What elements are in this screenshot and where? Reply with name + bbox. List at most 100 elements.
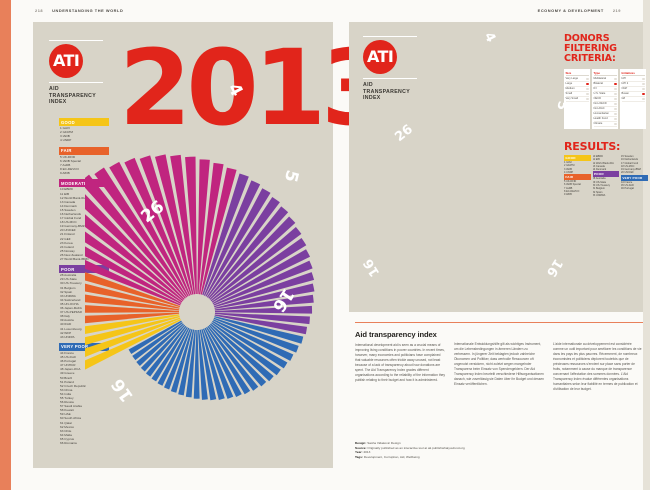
filter-option[interactable]: Climate	[593, 122, 617, 128]
legend-group-very-poor: VERY POOR 44 France 45 US-DoD 46 Portugal 47…	[59, 342, 109, 446]
chart-spoke	[85, 174, 186, 299]
filter-dot-icon[interactable]	[642, 98, 645, 101]
legend-item: 2 GFATM	[60, 130, 74, 135]
filter-dot-icon[interactable]	[586, 78, 589, 81]
chart-spoke	[199, 329, 217, 401]
caption-title: Aid transparency index	[355, 330, 437, 340]
page-number-right: 219	[612, 8, 621, 13]
filter-option[interactable]: IATI	[621, 77, 645, 83]
chart-spoke	[157, 327, 190, 386]
results-title: RESULTS:	[564, 140, 621, 153]
legend-item: 8 EC-DEVCO	[60, 167, 79, 172]
chart-spoke	[85, 231, 183, 303]
filter-dot-icon[interactable]	[614, 78, 617, 81]
filter-option[interactable]: OGP	[621, 87, 645, 93]
chart-spoke	[208, 324, 267, 387]
chart-spoke	[204, 327, 242, 397]
filter-dot-icon[interactable]	[614, 93, 617, 96]
legend-item: 44 France	[60, 350, 74, 355]
chart-spoke	[140, 324, 186, 372]
logo-rule-mid-r	[363, 78, 417, 80]
legend-item: 63 Chile	[60, 428, 72, 433]
chart-spoke	[202, 173, 249, 296]
legend-item: 66 Romania	[60, 441, 77, 446]
filter-dot-icon[interactable]	[586, 93, 589, 96]
running-head-right: ECONOMY & DEVELOPMENT 219	[538, 8, 621, 13]
legend-item: 31 Belgium	[60, 285, 76, 290]
filter-option[interactable]: Non-DAC	[593, 107, 617, 113]
legend-item: 49 Greece	[60, 371, 75, 376]
results-item: 8 EC-DEVCO	[564, 190, 580, 194]
filter-option[interactable]: Large	[565, 82, 589, 88]
filter-option-label: IATI	[621, 77, 627, 81]
filter-option[interactable]: U.S. State	[593, 92, 617, 98]
legend-item: 37 US-PEPFAR	[60, 310, 82, 315]
chart-spoke	[170, 329, 193, 393]
filter-dot-icon[interactable]	[614, 108, 617, 111]
legend-item: 42 WFP	[60, 330, 72, 335]
filter-column-type: Type Multilateral Bilateral IFI U.S. State OE…	[592, 69, 618, 130]
wheel-label-very-poor-outline: 26	[392, 122, 416, 145]
filter-dot-icon[interactable]	[614, 103, 617, 106]
filter-column-initiatives: Initiatives IATI IATI 2 OGP Busan G8	[620, 69, 646, 130]
filter-dot-icon[interactable]	[586, 98, 589, 101]
results-group-label: VERY POOR	[621, 174, 648, 181]
filter-option[interactable]: OECD	[593, 97, 617, 103]
filter-option[interactable]: Multilateral	[593, 77, 617, 83]
filter-option[interactable]: G8	[621, 97, 645, 103]
chart-spoke	[198, 162, 224, 295]
filter-option-label: OGP	[621, 87, 628, 91]
filter-dot-icon[interactable]	[614, 113, 617, 116]
filter-dot-selected-icon[interactable]	[614, 83, 617, 86]
filter-dot-icon[interactable]	[642, 78, 645, 81]
chart-spoke	[132, 322, 183, 361]
filter-dot-icon[interactable]	[642, 88, 645, 91]
legend-item: 46 Portugal	[60, 359, 76, 364]
results-item: 9 AfDB	[564, 193, 572, 197]
chart-spoke	[185, 329, 196, 398]
legend-item: 53 China	[60, 387, 73, 392]
filter-dot-icon[interactable]	[614, 123, 617, 126]
filter-dot-icon[interactable]	[614, 88, 617, 91]
filter-dot-icon[interactable]	[586, 88, 589, 91]
filter-option[interactable]: Health Fund	[593, 117, 617, 123]
chart-spoke	[209, 216, 296, 300]
chart-spoke	[85, 272, 181, 308]
legend-item: 38 Italy	[60, 314, 70, 319]
chart-spoke	[214, 312, 310, 325]
filter-dot-selected-icon[interactable]	[586, 83, 589, 86]
credit-tags: Tags: Development, Corruption, Aid, Well…	[355, 455, 555, 460]
filter-option[interactable]: Humanitarian	[593, 112, 617, 118]
chart-spoke	[202, 328, 234, 399]
filter-option[interactable]: Bilateral	[593, 82, 617, 88]
legend-item: 22 GEF	[60, 236, 71, 241]
filter-columns[interactable]: Size Very Large Large Medium Small Very Small…	[564, 69, 646, 130]
filter-option-label: Non-DAC	[593, 107, 605, 111]
legend-item: 65 Cyprus	[60, 436, 75, 441]
filter-option[interactable]: IFI	[593, 87, 617, 93]
filter-option[interactable]: IATI 2	[621, 82, 645, 88]
chart-spoke	[128, 320, 182, 355]
legend-item: 17 Global Fund	[60, 216, 82, 221]
filter-dot-icon[interactable]	[642, 83, 645, 86]
chart-spoke	[109, 161, 189, 297]
filter-dot-selected-icon[interactable]	[642, 93, 645, 96]
legend-group-good: GOOD 1 GAVI 2 GFATM 3 IADB 4 UNDP	[59, 118, 109, 143]
results-item: 6 IADB Special	[564, 183, 581, 187]
results-item: 45 US-DoD	[621, 184, 634, 188]
filter-option[interactable]: Non-OECD	[593, 102, 617, 108]
filter-column-header: Initiatives	[621, 71, 645, 77]
results-item: 7 AsDB	[564, 186, 573, 190]
filter-option[interactable]: Very Large	[565, 77, 589, 83]
filter-dot-icon[interactable]	[614, 118, 617, 121]
filter-option[interactable]: Small	[565, 92, 589, 98]
filter-dot-icon[interactable]	[614, 98, 617, 101]
wheel-label-good-outline: 4	[480, 29, 499, 46]
filter-option[interactable]: Busan	[621, 92, 645, 98]
chart-spoke	[209, 323, 274, 382]
chart-spoke	[85, 305, 180, 313]
results-item: 11 EIB	[592, 158, 600, 162]
filter-option[interactable]: Medium	[565, 87, 589, 93]
filter-option[interactable]: Very Small	[565, 97, 589, 103]
results-column: GOOD 1 GAVI 2 GFATM 3 IADB 4 UNDP FAIR 5 UK-DF…	[564, 155, 591, 197]
